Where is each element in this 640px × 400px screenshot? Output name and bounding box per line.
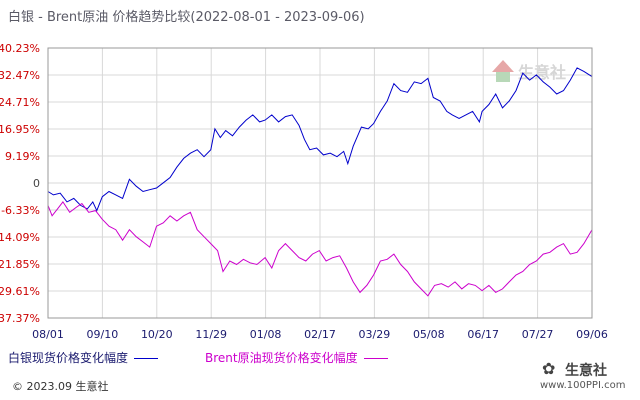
- x-axis: 08/01 09/10 10/20 11/29 01/08 02/17 03/29 05/08…: [32, 328, 608, 341]
- chart-title: 白银 - Brent原油 价格趋势比较(2022-08-01 - 2023-09…: [8, 10, 365, 25]
- legend-silver[interactable]: 白银现货价格变化幅度: [8, 349, 159, 366]
- x-tick-label: 03/29: [359, 328, 391, 341]
- y-tick-label: -21.85%: [0, 258, 40, 271]
- silver-series-line: [47, 67, 593, 212]
- y-tick-label: -37.37%: [0, 312, 40, 325]
- y-tick-label: 16.95%: [0, 123, 40, 136]
- legend-brent-line: [363, 358, 388, 359]
- watermark-center-text: 生意社: [518, 63, 566, 82]
- plot-frame: [47, 47, 593, 319]
- y-tick-label: 0: [33, 177, 40, 190]
- x-tick-label: 08/01: [32, 328, 64, 341]
- wechat-icon: ✿: [542, 359, 556, 378]
- footer-copyright: © 2023.09 生意社: [12, 380, 109, 393]
- x-tick-label: 09/10: [87, 328, 119, 341]
- x-tick-label: 05/08: [413, 328, 445, 341]
- x-tick-label: 07/27: [522, 328, 554, 341]
- x-tick-label: 06/17: [467, 328, 499, 341]
- x-tick-label: 11/29: [195, 328, 227, 341]
- y-axis: 40.23% 32.47% 24.71% 16.95% 9.19% 0 -6.33% -14.…: [0, 42, 40, 325]
- y-tick-label: 24.71%: [0, 96, 40, 109]
- x-tick-label: 02/17: [304, 328, 336, 341]
- legend-silver-line: [134, 358, 159, 359]
- x-tick-label: 09/06: [576, 328, 608, 341]
- watermark-logo-base: [496, 72, 510, 82]
- watermark-logo-roof: [492, 60, 514, 72]
- y-tick-label: -14.09%: [0, 231, 40, 244]
- x-tick-label: 01/08: [250, 328, 282, 341]
- legend-brent[interactable]: Brent原油现货价格变化幅度: [205, 349, 388, 366]
- y-tick-label: 40.23%: [0, 42, 40, 55]
- center-watermark: 生意社: [492, 60, 566, 82]
- y-tick-label: 32.47%: [0, 69, 40, 82]
- legend-silver-label: 白银现货价格变化幅度: [8, 351, 129, 365]
- y-tick-label: -29.61%: [0, 285, 40, 298]
- y-tick-label: 9.19%: [5, 150, 40, 163]
- y-tick-label: -6.33%: [1, 204, 40, 217]
- brent-series-line: [47, 201, 593, 297]
- legend-brent-label: Brent原油现货价格变化幅度: [205, 351, 358, 365]
- grid: [47, 47, 593, 319]
- series: [47, 67, 593, 297]
- x-tick-label: 10/20: [141, 328, 173, 341]
- watermark-name: 生意社: [565, 363, 607, 379]
- watermark-url: www.100PPI.com: [540, 380, 626, 391]
